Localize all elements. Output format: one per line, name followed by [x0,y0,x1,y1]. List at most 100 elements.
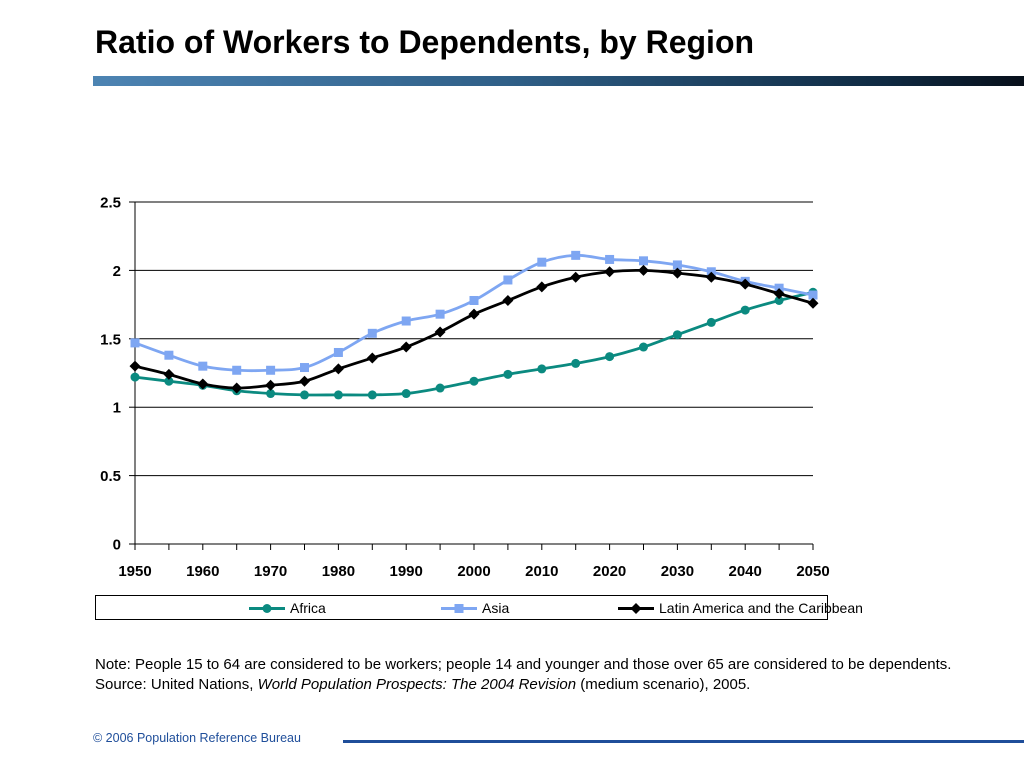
axes: 0 0.5 1 1.5 2 2.5 1950 1960 1970 1980 1990 2000 2010… [100,195,830,581]
x-tick-label: 2050 [796,563,829,580]
data-point-asia [537,257,547,267]
x-tick-label: 2040 [729,563,762,580]
data-point-africa [266,389,276,399]
data-point-latin-america-and-the-caribbean [231,382,243,394]
data-point-latin-america-and-the-caribbean [638,264,649,276]
data-point-latin-america-and-the-caribbean [400,341,412,353]
x-tick-label: 1980 [322,563,355,580]
data-point-latin-america-and-the-caribbean [129,360,141,372]
x-tick-label: 2030 [661,563,694,580]
data-point-asia [130,338,140,348]
data-point-asia [401,316,411,326]
circle-marker-icon [262,603,272,613]
gridlines [135,201,813,477]
slide-title: Ratio of Workers to Dependents, by Regio… [95,24,755,60]
diamond-marker-icon [630,602,642,614]
x-tick-label: 1970 [254,563,287,580]
data-point-latin-america-and-the-caribbean [536,281,548,293]
source-title: World Population Prospects: The 2004 Rev… [257,676,577,693]
x-tick-label: 2000 [457,563,490,580]
legend-item-asia: Asia [441,596,509,619]
note-text: Note: People 15 to 64 are considered to … [95,656,952,673]
data-point-asia [164,350,174,360]
source-text: Source: United Nations, World Population… [95,675,965,695]
data-point-latin-america-and-the-caribbean [807,297,819,309]
data-point-africa [774,295,784,305]
series-lines [129,250,819,400]
x-tick-label: 2010 [525,563,558,580]
footer-rule [343,740,1024,743]
data-point-latin-america-and-the-caribbean [434,326,446,338]
data-point-africa [164,376,174,386]
data-point-africa [706,317,716,327]
legend-item-africa: Africa [249,596,326,619]
source-suffix: (medium scenario), 2005. [576,676,751,693]
data-point-africa [435,383,445,393]
footer-copyright: © 2006 Population Reference Bureau [93,731,301,745]
legend-key-asia [441,602,477,614]
data-point-africa [740,305,750,315]
legend-key-africa [249,602,285,614]
data-point-latin-america-and-the-caribbean [299,375,310,387]
data-point-africa [672,330,682,340]
data-point-latin-america-and-the-caribbean [468,308,480,320]
data-point-asia [808,290,818,300]
x-tick-label: 1960 [186,563,219,580]
data-point-africa [503,369,513,379]
y-tick-label: 1 [113,400,121,417]
data-point-africa [639,342,648,352]
data-point-asia [503,275,513,285]
legend-label-latin-america: Latin America and the Caribbean [659,599,863,616]
data-point-latin-america-and-the-caribbean [570,271,582,283]
y-tick-label: 2 [113,263,121,280]
data-point-latin-america-and-the-caribbean [773,288,785,300]
data-point-asia [266,365,276,375]
y-tick-label: 0 [113,537,121,554]
data-point-asia [232,365,242,375]
data-point-asia [639,256,648,266]
data-point-latin-america-and-the-caribbean [197,378,209,390]
data-point-africa [300,390,309,400]
legend-item-latin-america: Latin America and the Caribbean [618,596,863,619]
y-tick-label: 2.5 [100,195,121,212]
data-point-latin-america-and-the-caribbean [739,278,751,290]
source-prefix: Source: United Nations, [95,676,258,693]
chart-legend: Africa Asia Latin America and the Caribb… [95,595,863,620]
data-point-latin-america-and-the-caribbean [366,352,378,364]
data-point-asia [333,347,343,357]
legend-label-asia: Asia [482,599,510,616]
data-point-africa [130,372,140,382]
data-point-asia [571,250,581,260]
data-point-africa [401,389,411,399]
y-tick-label: 1.5 [100,331,121,348]
data-point-latin-america-and-the-caribbean [604,266,616,278]
data-point-asia [672,260,682,270]
data-point-africa [571,358,581,368]
x-tick-label: 1950 [118,563,151,580]
data-point-africa [537,364,547,374]
data-point-africa [367,390,377,400]
legend-label-africa: Africa [290,599,326,616]
x-tick-label: 1990 [390,563,423,580]
data-point-asia [367,328,377,338]
data-point-africa [469,376,479,386]
data-point-asia [605,254,615,264]
y-tick-label: 0.5 [100,468,121,485]
data-point-africa [605,352,615,362]
data-point-asia [198,361,208,371]
data-point-latin-america-and-the-caribbean [265,379,277,391]
data-point-asia [435,309,445,319]
chart-note: Note: People 15 to 64 are considered to … [95,655,965,695]
square-marker-icon [454,603,464,613]
data-point-latin-america-and-the-caribbean [705,271,717,283]
data-point-latin-america-and-the-caribbean [332,363,344,375]
data-point-latin-america-and-the-caribbean [671,267,683,279]
data-point-asia [300,363,309,373]
legend-key-latin-america [618,602,654,614]
data-point-latin-america-and-the-caribbean [502,294,514,306]
data-point-asia [469,295,479,305]
title-underline-bar [93,76,1024,86]
data-point-latin-america-and-the-caribbean [163,368,175,380]
data-point-africa [333,390,343,400]
